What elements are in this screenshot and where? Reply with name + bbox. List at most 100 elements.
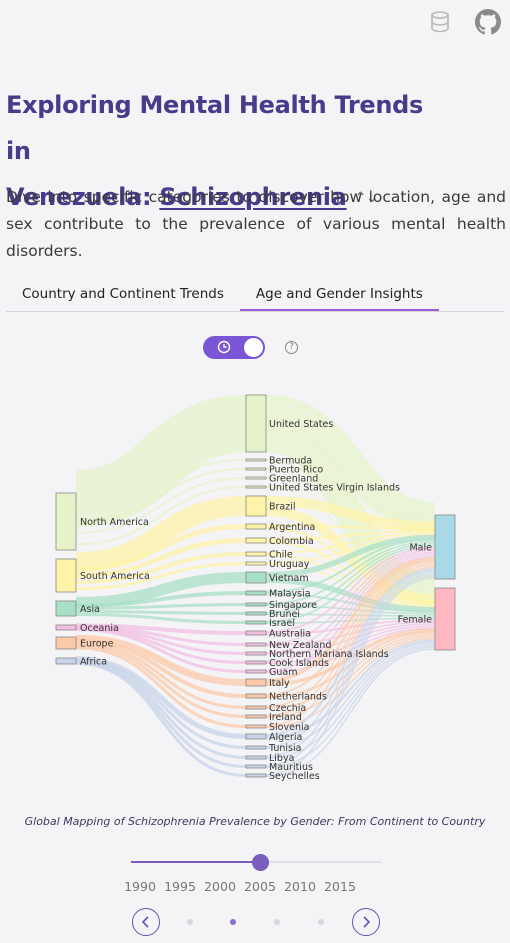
country-node: [245, 630, 267, 636]
country-label: Seychelles: [269, 771, 320, 782]
sankey-link: [265, 524, 436, 531]
country-label: Malaysia: [269, 589, 311, 600]
country-node: [245, 773, 267, 778]
database-icon[interactable]: [426, 8, 454, 36]
year-tick: 1995: [164, 879, 196, 894]
country-label: New Zealand: [269, 640, 331, 651]
sankey-link: [265, 642, 436, 749]
sankey-link: [265, 644, 436, 759]
country-label: Guam: [269, 667, 297, 678]
country-node: [245, 755, 267, 760]
sankey-link: [265, 395, 436, 531]
country-node: [245, 561, 267, 566]
continent-label: Europe: [80, 639, 114, 650]
gender-node: [434, 587, 456, 651]
continent-node: [55, 492, 77, 551]
continent-label: Africa: [80, 657, 107, 668]
continent-label: North America: [80, 517, 149, 528]
year-ticks: 1990 1995 2000 2005 2010 2015: [120, 879, 360, 894]
country-node: [245, 467, 267, 471]
country-label: Israel: [269, 618, 295, 629]
sankey-link: [265, 639, 436, 739]
sankey-link: [75, 661, 247, 777]
tab-age-gender-insights[interactable]: Age and Gender Insights: [239, 278, 439, 311]
sankey-link: [75, 603, 247, 610]
gender-label: Male: [409, 543, 432, 554]
country-node: [245, 745, 267, 750]
continent-label: Asia: [80, 604, 100, 615]
previous-page-button[interactable]: [132, 908, 160, 936]
country-node: [245, 642, 267, 647]
country-node: [245, 733, 267, 740]
disorder-selector-link[interactable]: Schizophrenia: [159, 183, 347, 211]
sankey-link: [265, 477, 436, 523]
country-node: [245, 611, 267, 616]
next-page-button[interactable]: [352, 908, 380, 936]
sankey-link: [265, 545, 436, 623]
sankey-link: [265, 556, 436, 683]
sankey-link: [75, 538, 247, 578]
country-label: Brazil: [269, 502, 296, 513]
country-label: Uruguay: [269, 559, 310, 570]
sankey-link: [75, 562, 247, 591]
slider-thumb[interactable]: [252, 854, 270, 871]
country-label: Chile: [269, 550, 293, 561]
country-node: [245, 660, 267, 665]
intro-text: Dive into specific categories to discove…: [6, 188, 506, 260]
chevron-left-icon: [141, 916, 149, 928]
tab-country-continent-trends[interactable]: Country and Continent Trends: [22, 286, 224, 302]
year-tick: 2010: [284, 879, 316, 894]
country-label: Greenland: [269, 474, 318, 485]
country-label: Mauritius: [269, 762, 313, 773]
page-dot[interactable]: [318, 919, 324, 925]
country-node: [245, 602, 267, 607]
country-label: Cook Islands: [269, 658, 329, 669]
view-controls: ?: [203, 336, 298, 359]
sankey-link: [75, 628, 247, 673]
sankey-link: [265, 529, 436, 541]
sankey-link: [265, 572, 436, 758]
country-node: [245, 571, 267, 584]
country-label: Italy: [269, 678, 290, 689]
sankey-link: [265, 547, 436, 633]
time-animation-toggle[interactable]: [203, 336, 265, 359]
country-label: Algeria: [269, 732, 302, 743]
page-dot[interactable]: [274, 919, 280, 925]
year-slider[interactable]: [131, 853, 381, 873]
github-icon[interactable]: [474, 8, 502, 36]
page-dot[interactable]: [187, 919, 193, 925]
country-label: Tunisia: [268, 743, 301, 754]
title-line2-prefix: Venezuela:: [6, 183, 160, 211]
country-node: [245, 495, 267, 517]
country-label: Slovenia: [269, 722, 309, 733]
title-line1: Exploring Mental Health Trends in: [6, 91, 424, 165]
sankey-link: [265, 566, 436, 727]
chevron-up-down-icon[interactable]: ⌃⌄: [354, 190, 378, 206]
country-node: [245, 678, 267, 687]
continent-node: [55, 657, 77, 665]
insight-tabs: Country and Continent Trends Age and Gen…: [6, 278, 504, 312]
help-icon[interactable]: ?: [285, 341, 298, 354]
sankey-link: [265, 577, 436, 776]
country-node: [245, 476, 267, 480]
year-tick: 1990: [124, 879, 156, 894]
country-label: Australia: [269, 629, 311, 640]
country-label: Ireland: [269, 712, 302, 723]
page-dot-active[interactable]: [230, 919, 236, 925]
sankey-link: [75, 572, 247, 608]
sankey-link: [265, 568, 436, 737]
country-node: [245, 693, 267, 699]
sankey-link: [265, 577, 436, 613]
sankey-link: [75, 552, 247, 585]
country-node: [245, 458, 267, 462]
sankey-link: [265, 555, 436, 672]
sankey-link: [75, 656, 247, 739]
country-node: [245, 764, 267, 769]
sankey-link: [75, 643, 247, 718]
country-label: Libya: [269, 753, 294, 764]
sankey-link: [75, 524, 247, 572]
sankey-link: [75, 613, 247, 624]
country-node: [245, 705, 267, 710]
country-label: Bermuda: [269, 456, 312, 467]
sankey-link: [75, 496, 247, 573]
